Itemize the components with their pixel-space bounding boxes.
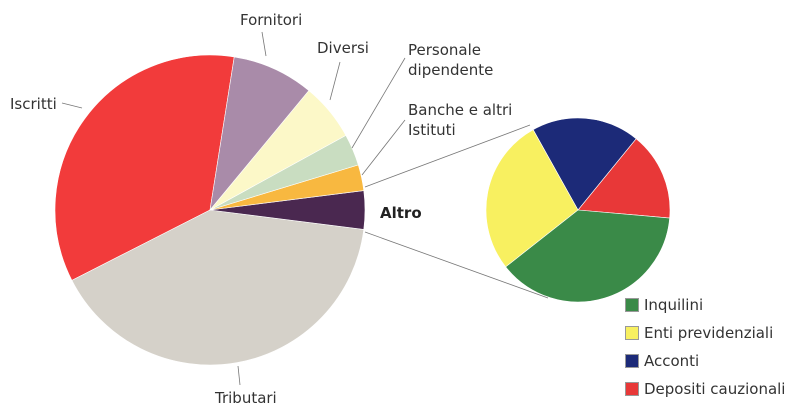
legend-swatch xyxy=(625,298,639,312)
legend-swatch xyxy=(625,382,639,396)
slice-label: Iscritti xyxy=(10,95,57,113)
slice-label: Banche e altri Istituti xyxy=(408,101,513,139)
legend-label: Acconti xyxy=(644,352,700,370)
legend-item: Enti previdenziali xyxy=(625,324,773,342)
legend-label: Depositi cauzionali xyxy=(644,380,786,398)
legend-swatch xyxy=(625,354,639,368)
slice-label: Tributari xyxy=(215,389,277,407)
legend-label: Enti previdenziali xyxy=(644,324,774,342)
leader-lines xyxy=(61,31,549,386)
pie-slice xyxy=(209,56,310,212)
legend-item: Depositi cauzionali xyxy=(625,380,785,398)
pie-slice xyxy=(54,54,235,281)
legend-item: Inquilini xyxy=(625,296,703,314)
pie-slice xyxy=(577,138,671,219)
pie-slice xyxy=(532,117,637,211)
slice-label: Personale dipendente xyxy=(408,41,494,79)
slice-label: Fornitori xyxy=(240,11,303,29)
pie-slice xyxy=(71,209,365,366)
slice-label: Altro xyxy=(380,204,422,222)
pie-slice xyxy=(505,209,670,303)
legend-swatch xyxy=(625,326,639,340)
slice-label: Diversi xyxy=(317,39,369,57)
legend-item: Acconti xyxy=(625,352,699,370)
pie-slice xyxy=(485,129,579,268)
legend-label: Inquilini xyxy=(644,296,704,314)
